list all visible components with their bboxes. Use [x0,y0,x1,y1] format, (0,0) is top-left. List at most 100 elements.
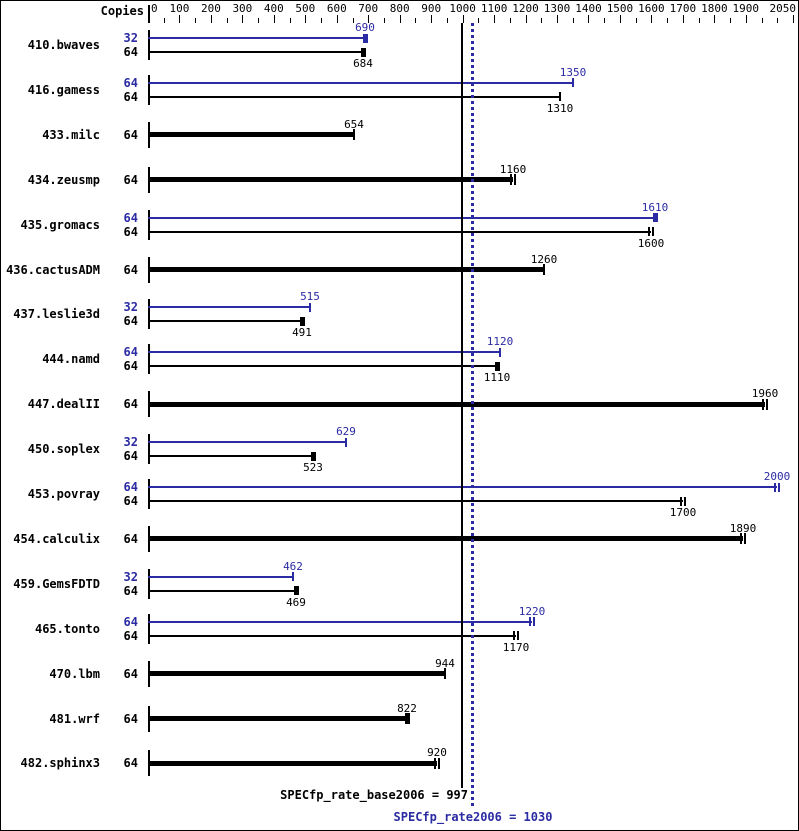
bar-value-label: 654 [344,118,364,131]
axis-tick-label: 200 [200,2,221,15]
base-bar [148,635,516,637]
bar-value-label: 515 [300,290,320,303]
bar-value-label: 684 [353,57,373,70]
copies-label: 64 [123,667,138,681]
group-axis-segment [148,614,150,644]
group-axis-segment [148,344,150,374]
axis-major-tick [588,15,589,23]
benchmark-label: 436.cactusADM [6,263,100,277]
bar-value-label: 1260 [530,253,558,266]
axis-tick-label: 2050 [769,2,797,15]
bar-end-cap [405,713,410,724]
copies-label: 32 [123,435,138,449]
bar-end-cap [309,303,311,312]
bar-end-cap [740,533,746,544]
axis-major-tick [526,15,527,23]
group-axis-segment [148,299,150,329]
bar-end-cap [762,399,768,410]
ref-line-peak [471,23,474,809]
bar-end-cap [345,438,347,447]
axis-tick-label: 900 [421,2,442,15]
axis-major-tick [211,15,212,23]
benchmark-label: 459.GemsFDTD [13,577,100,591]
axis-major-tick [274,15,275,23]
group-axis-segment [148,569,150,599]
benchmark-label: 434.zeusmp [27,173,100,187]
benchmark-label: 444.namd [42,352,100,366]
axis-major-tick [179,15,180,23]
copies-label: 64 [123,712,138,726]
axis-tick-label: 100 [169,2,190,15]
axis-minor-tick [777,18,778,23]
bar-value-label: 1890 [729,522,757,535]
bar-value-label: 2000 [763,470,791,483]
bar-end-cap [444,668,446,679]
axis-tick-label: 1400 [575,2,602,15]
copies-label: 64 [123,263,138,277]
bar-value-label: 1960 [751,387,779,400]
axis-minor-tick [227,18,228,23]
axis-minor-tick [667,18,668,23]
copies-label: 64 [123,225,138,239]
copies-label: 64 [123,45,138,59]
copies-label: 32 [123,570,138,584]
base-bar [148,365,497,367]
bar-end-cap [353,129,355,140]
axis-tick-label: 1500 [606,2,634,15]
benchmark-label: 481.wrf [49,712,100,726]
axis-major-tick [463,15,464,23]
benchmark-label: 450.soplex [27,442,100,456]
axis-minor-tick [258,18,259,23]
bar-value-label: 1160 [499,163,527,176]
copies-label: 32 [123,300,138,314]
base-result-label: SPECfp_rate_base2006 = 997 [280,788,468,802]
peak-bar [148,441,346,443]
axis-major-tick [494,15,495,23]
bar-end-cap [311,452,316,461]
copies-label: 64 [123,629,138,643]
axis-tick-label: 0 [151,2,158,15]
base-bar [148,455,313,457]
base-peak-bar [148,402,765,407]
axis-tick-label: 400 [263,2,284,15]
axis-tick-label: 1300 [543,2,571,15]
benchmark-label: 447.dealII [27,397,100,411]
bar-value-label: 1120 [486,335,514,348]
bar-end-cap [648,227,654,236]
axis-minor-tick [290,18,291,23]
benchmark-label: 435.gromacs [20,218,100,232]
bar-end-cap [510,174,516,185]
axis-major-tick [242,15,243,23]
peak-bar [148,621,532,623]
bar-value-label: 1700 [669,506,697,519]
axis-major-tick [714,15,715,23]
axis-major-tick [305,15,306,23]
axis-tick-label: 1000 [449,2,476,15]
base-bar [148,590,296,592]
copies-label: 64 [123,756,138,770]
base-bar [148,231,651,233]
group-axis-segment [148,30,150,60]
bar-end-cap [495,362,500,371]
bar-end-cap [559,92,561,101]
bar-end-cap [499,348,501,357]
axis-minor-tick [636,18,637,23]
bar-end-cap [774,483,780,492]
peak-bar [148,37,365,39]
base-peak-bar [148,671,445,676]
bar-end-cap [653,213,658,222]
bar-value-label: 920 [427,746,447,759]
benchmark-label: 454.calculix [13,532,100,546]
peak-bar [148,306,310,308]
bar-value-label: 629 [336,425,356,438]
peak-bar [148,576,293,578]
base-bar [148,500,683,502]
copies-label: 32 [123,31,138,45]
bar-end-cap [361,48,366,57]
bar-end-cap [300,317,305,326]
benchmark-label: 433.milc [42,128,100,142]
axis-major-tick [368,15,369,23]
copies-label: 64 [123,128,138,142]
bar-value-label: 1310 [546,102,574,115]
bar-value-label: 523 [303,461,323,474]
